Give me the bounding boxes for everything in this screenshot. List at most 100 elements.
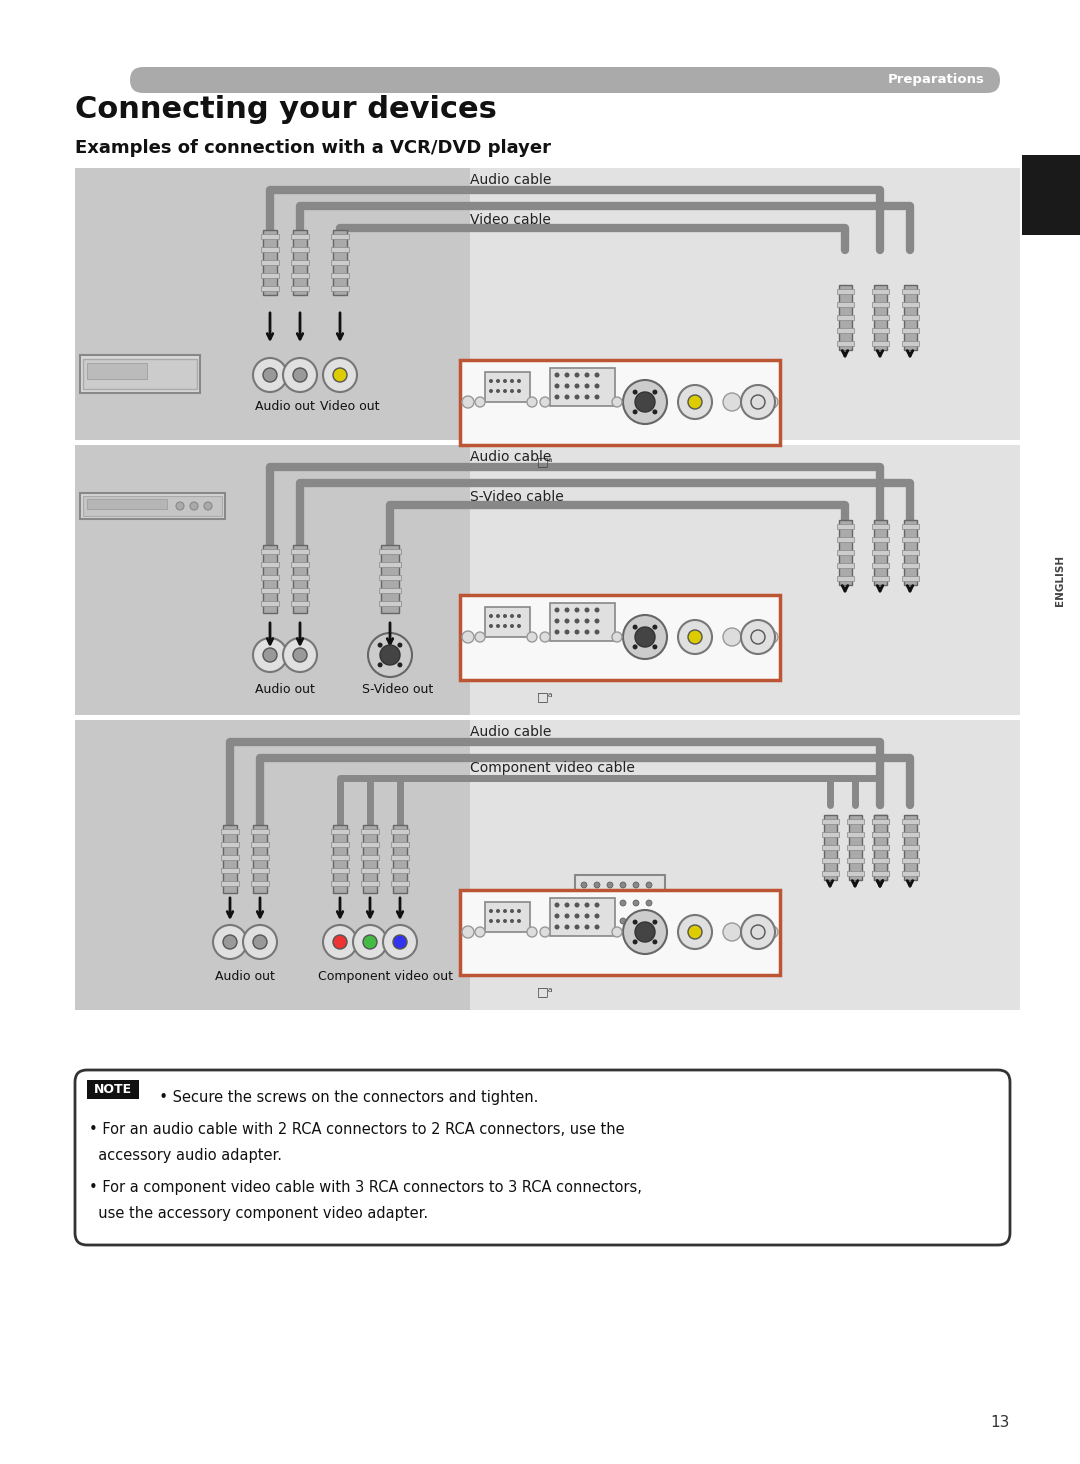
Circle shape — [633, 410, 637, 414]
Bar — [379, 575, 401, 580]
Circle shape — [378, 662, 382, 668]
Text: Connecting your devices: Connecting your devices — [75, 95, 497, 124]
Circle shape — [393, 935, 407, 949]
Text: Video out: Video out — [321, 400, 380, 413]
Circle shape — [527, 927, 537, 937]
Circle shape — [475, 927, 485, 937]
Circle shape — [612, 632, 622, 643]
Circle shape — [554, 924, 559, 930]
Circle shape — [190, 502, 198, 509]
Circle shape — [222, 935, 237, 949]
Circle shape — [652, 940, 658, 944]
Circle shape — [633, 389, 637, 395]
Circle shape — [510, 379, 514, 384]
Circle shape — [527, 632, 537, 643]
Circle shape — [496, 624, 500, 628]
Circle shape — [517, 624, 521, 628]
Text: Audio cable: Audio cable — [470, 173, 552, 187]
Bar — [330, 234, 349, 239]
Circle shape — [333, 935, 347, 949]
Bar — [822, 832, 839, 837]
Circle shape — [565, 608, 569, 612]
Text: 13: 13 — [990, 1416, 1010, 1430]
Bar — [902, 845, 919, 851]
Circle shape — [204, 502, 212, 509]
Bar — [291, 602, 309, 606]
Circle shape — [243, 925, 276, 959]
Circle shape — [751, 395, 765, 408]
Text: accessory audio adapter.: accessory audio adapter. — [89, 1148, 282, 1162]
Bar — [904, 815, 917, 880]
Circle shape — [584, 384, 590, 388]
Circle shape — [397, 643, 403, 647]
Bar — [330, 261, 349, 265]
Circle shape — [633, 644, 637, 650]
Text: ENGLISH: ENGLISH — [1055, 555, 1065, 606]
FancyBboxPatch shape — [130, 67, 1000, 94]
Bar — [847, 832, 864, 837]
Bar — [872, 288, 889, 294]
Circle shape — [652, 919, 658, 925]
Bar — [837, 288, 854, 294]
Circle shape — [584, 372, 590, 378]
Bar — [391, 842, 409, 848]
Circle shape — [554, 630, 559, 634]
Bar — [75, 720, 470, 1010]
Bar — [251, 881, 269, 886]
Bar — [75, 168, 470, 441]
Bar — [381, 545, 399, 613]
Bar — [872, 328, 889, 332]
Bar — [391, 829, 409, 834]
Circle shape — [489, 909, 492, 914]
Bar — [87, 1080, 139, 1099]
Bar — [902, 328, 919, 332]
Circle shape — [565, 384, 569, 388]
Circle shape — [503, 389, 507, 392]
Bar — [330, 855, 349, 859]
Circle shape — [517, 909, 521, 914]
Bar — [485, 902, 530, 933]
Circle shape — [554, 372, 559, 378]
Circle shape — [620, 881, 626, 889]
Bar — [847, 858, 864, 862]
Circle shape — [540, 927, 550, 937]
Circle shape — [253, 359, 287, 392]
Bar — [874, 815, 887, 880]
FancyBboxPatch shape — [75, 1070, 1010, 1244]
Bar — [872, 818, 889, 824]
Circle shape — [283, 359, 318, 392]
Bar — [847, 818, 864, 824]
Circle shape — [496, 909, 500, 914]
Circle shape — [607, 918, 613, 924]
Circle shape — [623, 615, 667, 659]
Bar — [872, 524, 889, 529]
Circle shape — [517, 379, 521, 384]
Bar — [872, 818, 889, 824]
Circle shape — [565, 394, 569, 400]
Circle shape — [633, 919, 637, 925]
Circle shape — [353, 925, 387, 959]
Circle shape — [612, 397, 622, 407]
Circle shape — [741, 385, 775, 419]
Bar — [87, 499, 167, 509]
Circle shape — [554, 384, 559, 388]
Bar — [330, 272, 349, 278]
Bar — [261, 562, 279, 567]
Bar — [261, 247, 279, 252]
Bar — [251, 829, 269, 834]
Circle shape — [575, 630, 580, 634]
Bar — [333, 230, 347, 296]
Circle shape — [575, 384, 580, 388]
Circle shape — [678, 619, 712, 654]
Circle shape — [496, 379, 500, 384]
Bar — [87, 363, 147, 379]
Bar — [837, 328, 854, 332]
Circle shape — [554, 902, 559, 908]
Circle shape — [368, 632, 411, 676]
Circle shape — [565, 630, 569, 634]
Bar — [379, 602, 401, 606]
Circle shape — [510, 919, 514, 922]
Bar — [291, 261, 309, 265]
Bar — [291, 549, 309, 553]
Circle shape — [575, 608, 580, 612]
